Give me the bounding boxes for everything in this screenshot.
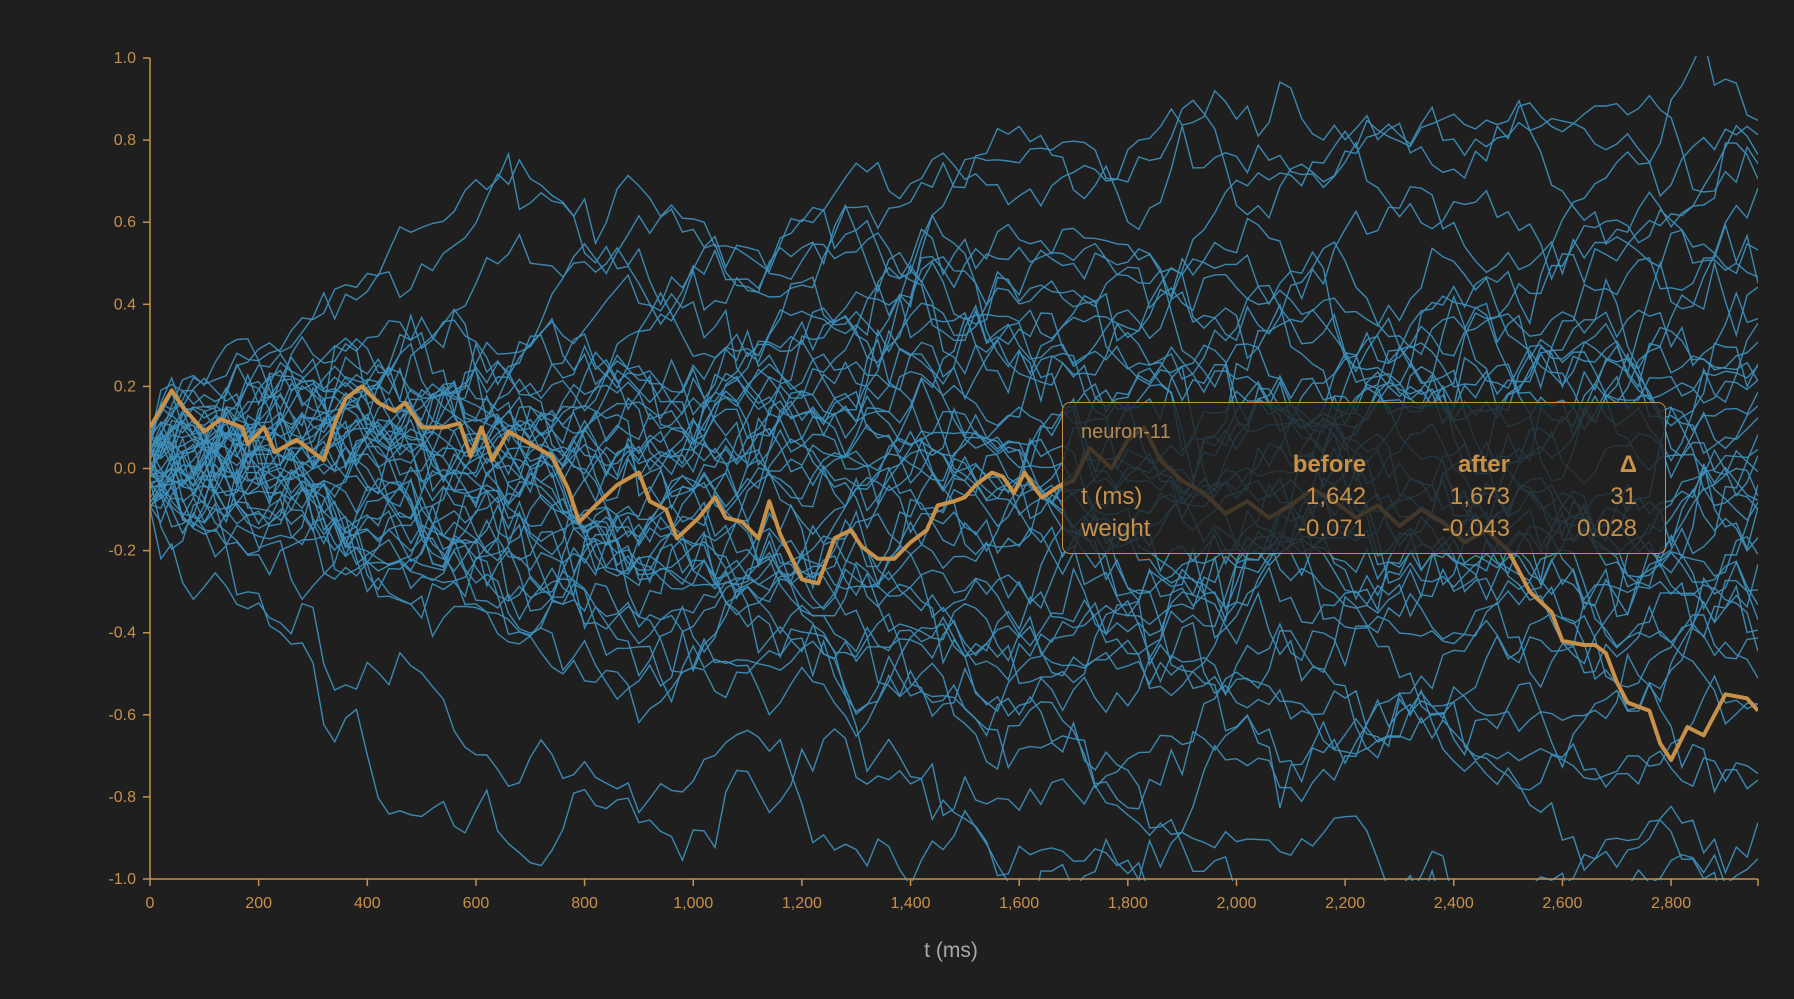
background-series-line[interactable] — [150, 492, 1758, 867]
x-tick-label: 2,400 — [1434, 895, 1474, 912]
x-tick-label: 2,200 — [1325, 895, 1365, 912]
x-tick-label: 400 — [354, 895, 381, 912]
x-axis-title: t (ms) — [924, 939, 978, 962]
x-tick-label: 2,000 — [1216, 895, 1256, 912]
background-series-line[interactable] — [150, 442, 1758, 942]
background-series-line[interactable] — [150, 223, 1758, 487]
x-tick-label: 0 — [146, 895, 155, 912]
x-tick-label: 2,600 — [1542, 895, 1582, 912]
tooltip-header-before: before — [1292, 451, 1367, 478]
background-series-line[interactable] — [150, 440, 1758, 663]
x-tick-label: 1,200 — [782, 895, 822, 912]
tooltip-row-label: weight — [1081, 515, 1151, 542]
tooltip-value-after: 1,673 — [1449, 483, 1510, 510]
tooltip-value-before: -0.071 — [1298, 515, 1367, 542]
tooltip-table: before after Δ t (ms) 1,642 1,673 31 wei… — [1081, 449, 1637, 545]
tooltip-row-label: t (ms) — [1081, 483, 1143, 510]
background-series-line[interactable] — [150, 40, 1758, 517]
background-series-line[interactable] — [150, 377, 1758, 743]
tooltip-header-empty — [1081, 449, 1211, 481]
x-tick-label: 1,000 — [673, 895, 713, 912]
background-series-line[interactable] — [150, 331, 1758, 809]
x-tick-label: 600 — [463, 895, 490, 912]
y-tick-label: 0.4 — [114, 296, 136, 313]
background-series-line[interactable] — [150, 507, 1758, 994]
background-series-line[interactable] — [150, 413, 1758, 875]
highlight-layer[interactable] — [150, 384, 1758, 762]
background-series-line[interactable] — [150, 443, 1758, 881]
x-tick-label: 2,800 — [1651, 895, 1691, 912]
tooltip-title: neuron-11 — [1081, 421, 1171, 443]
y-tick-label: 0.0 — [114, 461, 136, 478]
tooltip-value-delta: 31 — [1610, 483, 1637, 510]
background-series-line[interactable] — [150, 208, 1758, 591]
x-tick-label: 1,400 — [891, 895, 931, 912]
tooltip-header-after: after — [1457, 451, 1510, 478]
background-series-line[interactable] — [150, 124, 1758, 506]
tooltip-row-weight: weight -0.071 -0.043 0.028 — [1081, 513, 1637, 545]
background-series-line[interactable] — [150, 247, 1758, 590]
x-tick-label: 1,800 — [1108, 895, 1148, 912]
y-tick-label: -0.6 — [108, 707, 136, 724]
background-series-line[interactable] — [150, 187, 1758, 482]
tooltip-header-delta: Δ — [1619, 451, 1637, 478]
background-series-line[interactable] — [150, 471, 1758, 994]
highlight-series-line[interactable] — [150, 384, 1758, 762]
x-tick-label: 200 — [245, 895, 272, 912]
y-tick-label: -0.4 — [108, 625, 136, 642]
y-tick-label: 0.6 — [114, 214, 136, 231]
y-tick-label: 0.2 — [114, 378, 136, 395]
tooltip-value-after: -0.043 — [1441, 515, 1510, 542]
background-series-line[interactable] — [150, 424, 1758, 716]
background-series-line[interactable] — [150, 376, 1758, 789]
y-tick-label: -1.0 — [108, 871, 136, 888]
tooltip-row-time: t (ms) 1,642 1,673 31 — [1081, 481, 1637, 513]
background-series-line[interactable] — [150, 208, 1758, 688]
x-tick-label: 1,600 — [999, 895, 1039, 912]
background-series-line[interactable] — [150, 361, 1758, 655]
background-series-line[interactable] — [150, 344, 1758, 621]
background-series-line[interactable] — [150, 99, 1758, 462]
tooltip-value-before: 1,642 — [1306, 483, 1367, 510]
background-series-line[interactable] — [150, 80, 1758, 473]
tooltip-value-delta: 0.028 — [1576, 515, 1637, 542]
x-tick-label: 800 — [571, 895, 598, 912]
axes-layer: 1.0 0.8 0.6 0.4 0.2 0.0 -0.2 -0.4 -0.6 -0.8 -1.0 0 2… — [108, 50, 1759, 912]
tooltip-header-row: before after Δ — [1081, 449, 1637, 481]
y-tick-label: -0.2 — [108, 543, 136, 560]
background-series-line[interactable] — [150, 203, 1758, 489]
y-tick-label: 1.0 — [114, 50, 136, 67]
background-series-line[interactable] — [150, 441, 1758, 726]
y-tick-label: 0.8 — [114, 132, 136, 149]
background-series-line[interactable] — [150, 277, 1758, 559]
background-series-line[interactable] — [150, 294, 1758, 673]
y-tick-label: -0.8 — [108, 789, 136, 806]
background-series-line[interactable] — [150, 142, 1758, 556]
tooltip: neuron-11 before after Δ t (ms) 1,642 1,… — [1062, 402, 1666, 554]
